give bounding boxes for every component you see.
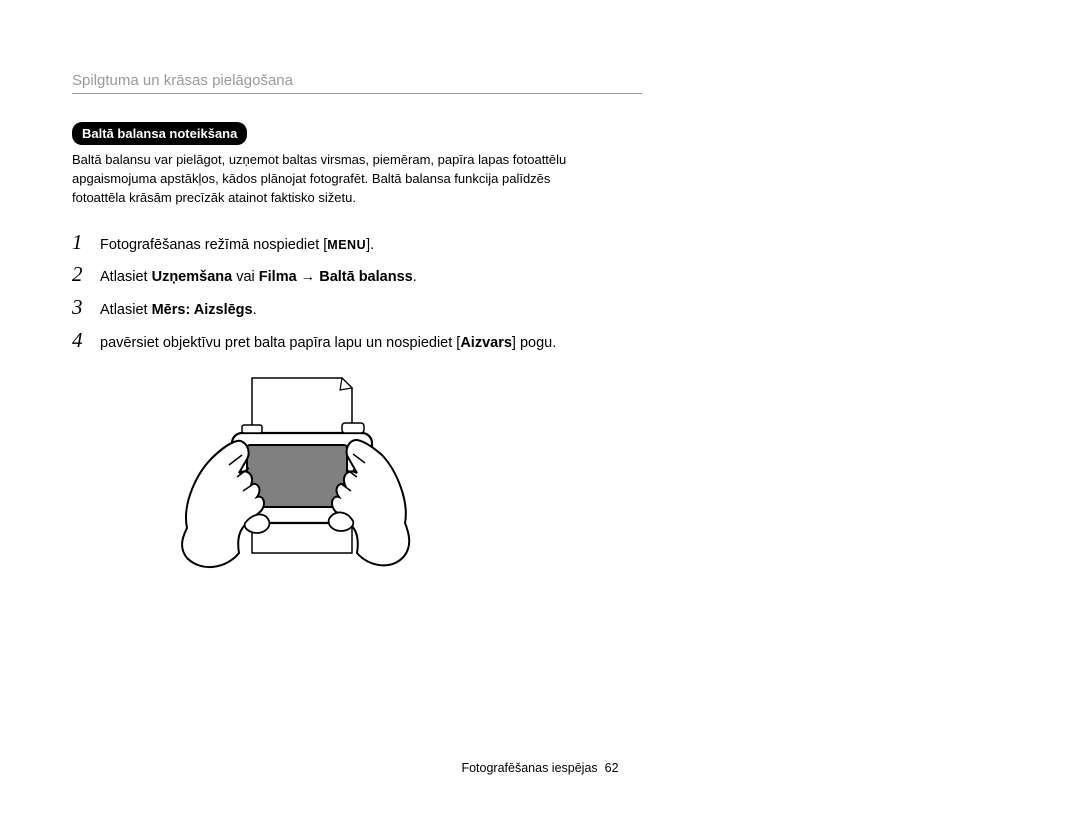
footer-page-number: 62 [605, 761, 619, 775]
text: pavērsiet objektīvu pret balta papīra la… [100, 335, 460, 351]
step-number: 1 [72, 230, 100, 255]
bold-filma: Filma [259, 269, 297, 285]
step-1-suffix: ]. [366, 237, 374, 253]
footer-label: Fotografēšanas iespējas [461, 761, 597, 775]
bold-uznemsana: Uzņemšana [152, 269, 233, 285]
step-text: Atlasiet Mērs: Aizslēgs. [100, 300, 257, 322]
step-number: 3 [72, 295, 100, 320]
step-number: 4 [72, 328, 100, 353]
intro-paragraph: Baltā balansu var pielāgot, uzņemot balt… [72, 151, 582, 208]
page-footer: Fotografēšanas iespējas 62 [0, 761, 1080, 775]
menu-button-label: MENU [327, 238, 366, 252]
badge-white-balance: Baltā balansa noteikšana [72, 122, 247, 145]
text: Atlasiet [100, 302, 152, 318]
step-3: 3 Atlasiet Mērs: Aizslēgs. [72, 295, 642, 322]
step-4: 4 pavērsiet objektīvu pret balta papīra … [72, 328, 642, 355]
step-text: Fotografēšanas režīmā nospiediet [MENU]. [100, 235, 374, 257]
step-number: 2 [72, 262, 100, 287]
arrow: → [297, 269, 320, 285]
step-2: 2 Atlasiet Uzņemšana vai Filma → Baltā b… [72, 262, 642, 289]
text: . [253, 302, 257, 318]
step-1-prefix: Fotografēšanas režīmā nospiediet [ [100, 237, 327, 253]
bold-aizvars: Aizvars [460, 335, 512, 351]
camera-illustration [157, 373, 1008, 593]
text: ] pogu. [512, 335, 556, 351]
text: Atlasiet [100, 269, 152, 285]
text: vai [232, 269, 259, 285]
bold-mers-aizslegs: Mērs: Aizslēgs [152, 302, 253, 318]
camera-hands-icon [157, 373, 417, 588]
step-text: pavērsiet objektīvu pret balta papīra la… [100, 333, 556, 355]
steps-list: 1 Fotografēšanas režīmā nospiediet [MENU… [72, 230, 642, 355]
bold-balta-balanss: Baltā balanss [319, 269, 413, 285]
section-title: Spilgtuma un krāsas pielāgošana [72, 72, 642, 94]
step-1: 1 Fotografēšanas režīmā nospiediet [MENU… [72, 230, 642, 257]
step-text: Atlasiet Uzņemšana vai Filma → Baltā bal… [100, 267, 417, 289]
text: . [413, 269, 417, 285]
